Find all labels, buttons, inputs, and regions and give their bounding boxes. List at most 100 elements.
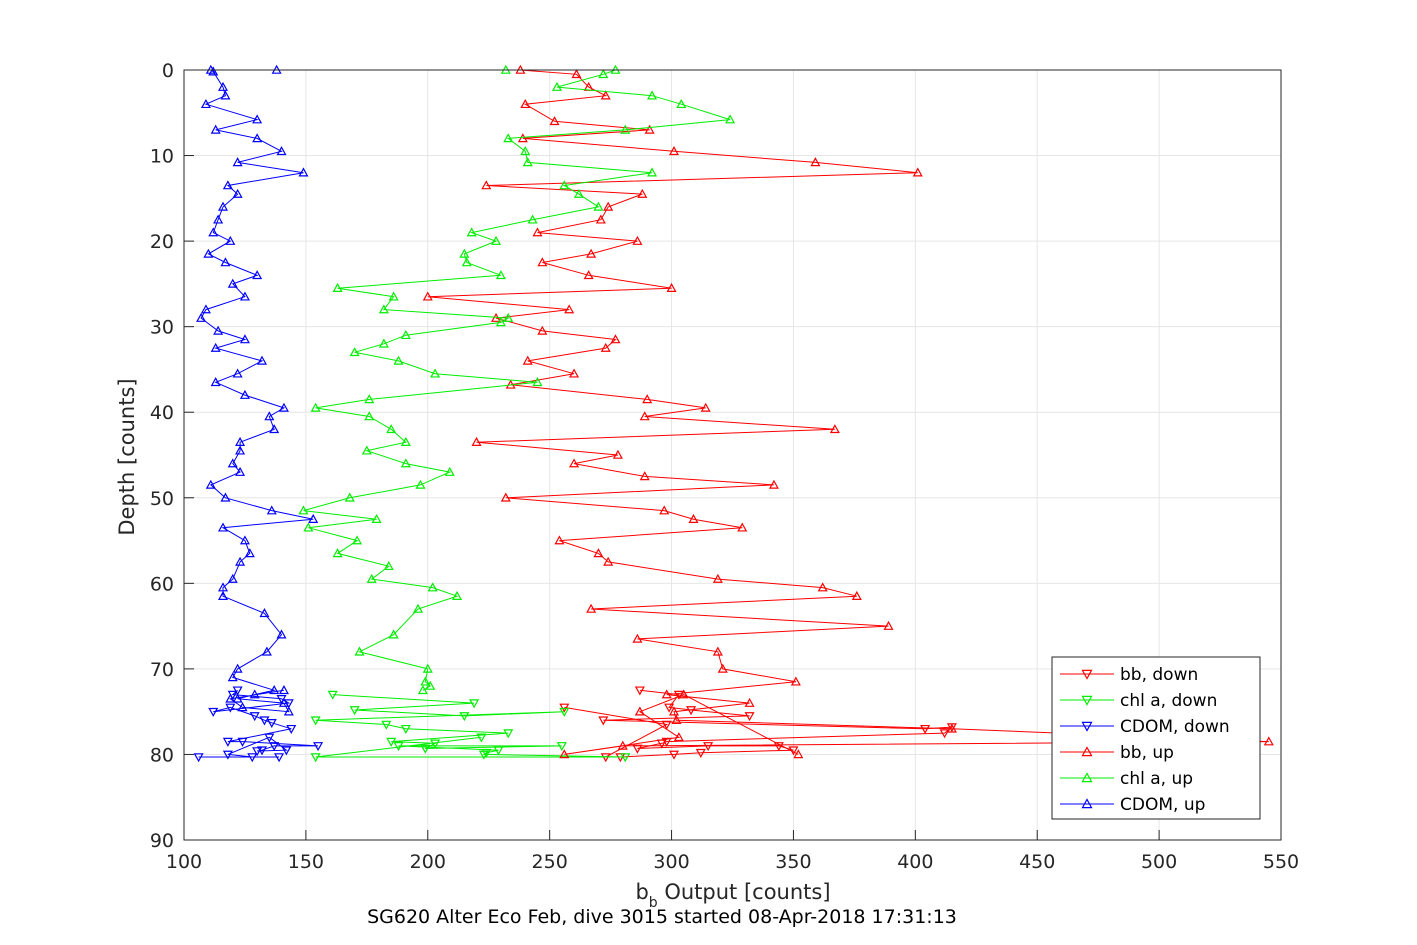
- data-point: [476, 733, 487, 743]
- data-point: [712, 573, 723, 583]
- legend-box: [1051, 656, 1261, 820]
- data-point: [520, 98, 531, 109]
- data-point: [559, 707, 570, 717]
- data-point: [603, 201, 614, 211]
- data-point: [344, 492, 355, 502]
- data-point: [208, 66, 219, 76]
- x-tick-label: 250: [532, 851, 568, 873]
- data-point: [220, 492, 231, 502]
- data-point: [232, 663, 243, 673]
- data-point: [632, 744, 643, 754]
- series-0: [559, 686, 957, 763]
- data-point: [196, 312, 207, 322]
- series-5: [196, 64, 319, 716]
- x-tick-label: 550: [1263, 851, 1299, 873]
- data-point: [598, 69, 609, 79]
- data-point: [883, 620, 894, 630]
- y-tick-labels: 0 10 20 30 40 50 60 70 80 90: [150, 60, 174, 852]
- data-point: [227, 458, 238, 468]
- data-point: [790, 676, 801, 686]
- data-point: [286, 724, 297, 735]
- data-point: [491, 235, 502, 245]
- data-point: [503, 729, 514, 739]
- data-point: [308, 513, 319, 523]
- x-axis-label-main: b: [635, 880, 648, 904]
- data-point: [239, 291, 250, 301]
- data-point: [217, 522, 229, 532]
- data-point: [598, 716, 609, 726]
- data-point: [278, 697, 289, 707]
- data-point: [595, 214, 606, 224]
- legend-entry: CDOM, up: [1120, 795, 1205, 815]
- data-point: [269, 742, 280, 752]
- data-point: [666, 282, 677, 292]
- data-point: [227, 672, 238, 682]
- data-point: [469, 699, 480, 709]
- data-point: [600, 342, 611, 352]
- y-tick-label: 20: [150, 231, 174, 253]
- legend-swatch-marker: [1081, 798, 1093, 809]
- data-point: [495, 270, 506, 280]
- series-line: [315, 694, 626, 758]
- data-point: [471, 436, 482, 446]
- data-point: [527, 214, 538, 224]
- data-point: [232, 157, 243, 167]
- series-1: [310, 690, 631, 763]
- y-tick-label: 70: [150, 659, 174, 681]
- data-point: [276, 629, 287, 639]
- data-point: [266, 505, 277, 515]
- data-point: [225, 703, 236, 713]
- data-point: [556, 742, 567, 752]
- data-point: [364, 394, 375, 404]
- y-tick-label: 30: [150, 317, 174, 339]
- data-point: [278, 402, 289, 412]
- legend-entry: CDOM, down: [1120, 717, 1230, 737]
- data-point: [225, 693, 236, 703]
- data-point: [593, 201, 604, 211]
- legend-entry: bb, down: [1120, 665, 1198, 685]
- data-point: [532, 377, 543, 387]
- data-point: [235, 436, 246, 446]
- data-point: [430, 368, 441, 378]
- data-point: [634, 686, 645, 696]
- data-point: [208, 227, 219, 237]
- data-point: [332, 282, 343, 292]
- data-point: [332, 548, 343, 558]
- data-point: [259, 716, 270, 726]
- data-point: [244, 548, 255, 558]
- data-point: [354, 646, 365, 656]
- data-point: [461, 257, 472, 267]
- data-point: [327, 690, 338, 700]
- data-point: [617, 740, 628, 750]
- data-point: [400, 724, 411, 735]
- data-point: [634, 706, 645, 716]
- data-point: [600, 90, 611, 100]
- data-point: [400, 329, 411, 340]
- y-axis-label: Depth [counts]: [115, 378, 139, 535]
- data-point: [459, 712, 470, 722]
- data-point: [700, 402, 711, 412]
- data-point: [252, 114, 263, 124]
- data-point: [232, 368, 243, 378]
- data-point: [810, 157, 821, 167]
- data-point: [400, 458, 411, 468]
- data-point: [256, 355, 268, 365]
- data-point: [642, 394, 653, 404]
- data-point: [569, 368, 580, 378]
- data-point: [222, 737, 233, 747]
- series-4: [298, 64, 736, 695]
- data-point: [388, 291, 399, 301]
- data-point: [283, 706, 294, 716]
- data-point: [237, 737, 248, 747]
- series-2: [193, 686, 324, 763]
- legend-swatch-marker: [1081, 669, 1093, 680]
- data-point: [225, 235, 236, 245]
- data-point: [851, 590, 862, 600]
- data-point: [661, 720, 672, 730]
- data-point: [688, 513, 699, 523]
- data-point: [393, 355, 404, 365]
- legend-swatch-marker: [1081, 746, 1093, 757]
- data-point: [208, 707, 219, 717]
- data-point: [420, 744, 431, 754]
- data-point: [554, 535, 565, 545]
